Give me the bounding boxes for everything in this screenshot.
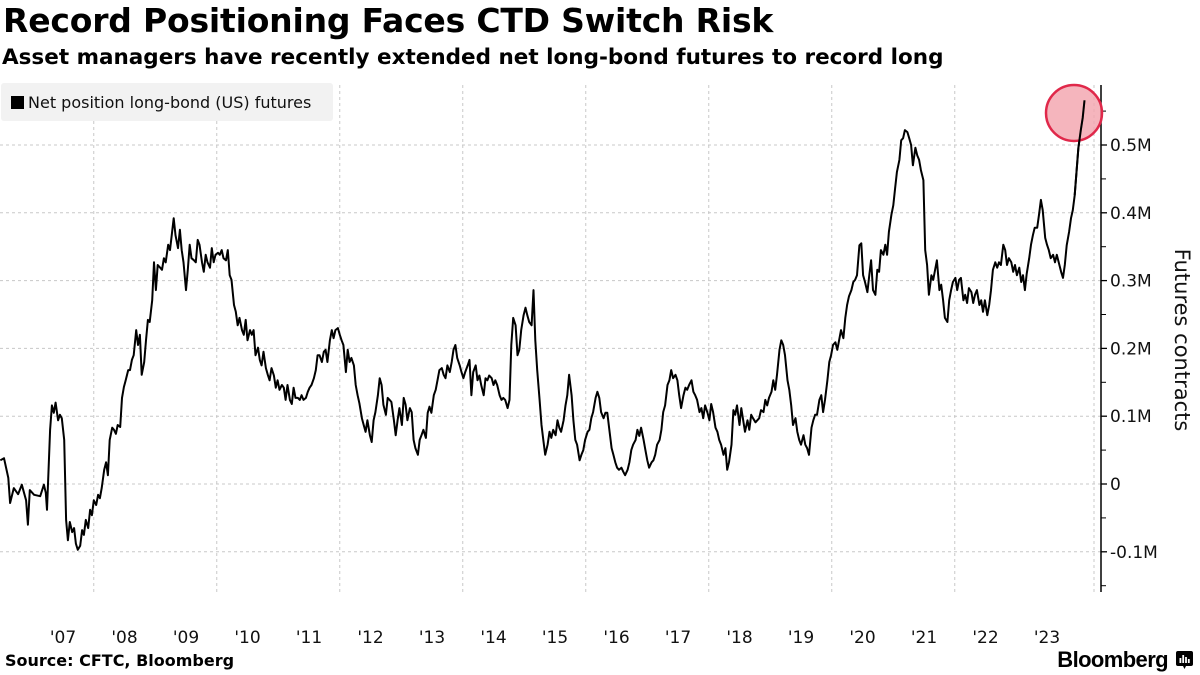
legend-swatch bbox=[11, 95, 24, 109]
x-tick-label: '08 bbox=[111, 628, 137, 648]
x-tick-label: '11 bbox=[296, 628, 322, 648]
x-tick-label: '23 bbox=[1034, 628, 1060, 648]
chart-subtitle: Asset managers have recently extended ne… bbox=[2, 45, 944, 70]
x-tick-label: '18 bbox=[726, 628, 752, 648]
x-tick-label: '19 bbox=[788, 628, 814, 648]
y-tick-label: -0.1M bbox=[1110, 543, 1158, 563]
series-line-tail bbox=[1073, 100, 1086, 196]
y-tick-label: 0.4M bbox=[1110, 204, 1152, 224]
x-tick-label: '07 bbox=[50, 628, 76, 648]
y-tick-label: 0.5M bbox=[1110, 136, 1152, 156]
x-tick-label: '10 bbox=[234, 628, 260, 648]
y-tick-label: 0.1M bbox=[1110, 407, 1152, 427]
x-tick-label: '12 bbox=[357, 628, 383, 648]
series-layer bbox=[0, 100, 1086, 551]
x-tick-label: '22 bbox=[972, 628, 998, 648]
series-line bbox=[0, 100, 1086, 551]
x-tick-label: '17 bbox=[665, 628, 691, 648]
x-tick-label: '16 bbox=[603, 628, 629, 648]
y-axis: -0.1M 0 0.1M 0.2M 0.3M 0.4M 0.5M bbox=[1100, 85, 1158, 592]
chart-title: Record Positioning Faces CTD Switch Risk bbox=[3, 1, 774, 40]
annotation-layer bbox=[1044, 83, 1104, 196]
bloomberg-logo: Bloomberg bbox=[1057, 647, 1168, 672]
x-tick-label: '21 bbox=[911, 628, 937, 648]
legend: Net position long-bond (US) futures bbox=[1, 83, 333, 121]
y-tick-label: 0.3M bbox=[1110, 272, 1152, 292]
source-note: Source: CFTC, Bloomberg bbox=[5, 651, 235, 670]
legend-label: Net position long-bond (US) futures bbox=[28, 92, 312, 112]
y-tick-label: 0.2M bbox=[1110, 339, 1152, 359]
y-tick-label: 0 bbox=[1110, 475, 1121, 495]
x-tick-label: '09 bbox=[173, 628, 199, 648]
x-axis-labels: '07 '08 '09 '10 '11 '12 '13 '14 '15 '16 '17 '18 '19 '… bbox=[50, 628, 1060, 648]
bloomberg-chart-icon bbox=[1176, 651, 1193, 669]
x-tick-label: '20 bbox=[849, 628, 875, 648]
gridlines bbox=[0, 85, 1101, 592]
x-tick-label: '15 bbox=[542, 628, 568, 648]
x-tick-label: '14 bbox=[480, 628, 506, 648]
y-axis-title: Futures contracts bbox=[1170, 249, 1194, 432]
highlight-circle bbox=[1044, 83, 1104, 143]
x-tick-label: '13 bbox=[419, 628, 445, 648]
